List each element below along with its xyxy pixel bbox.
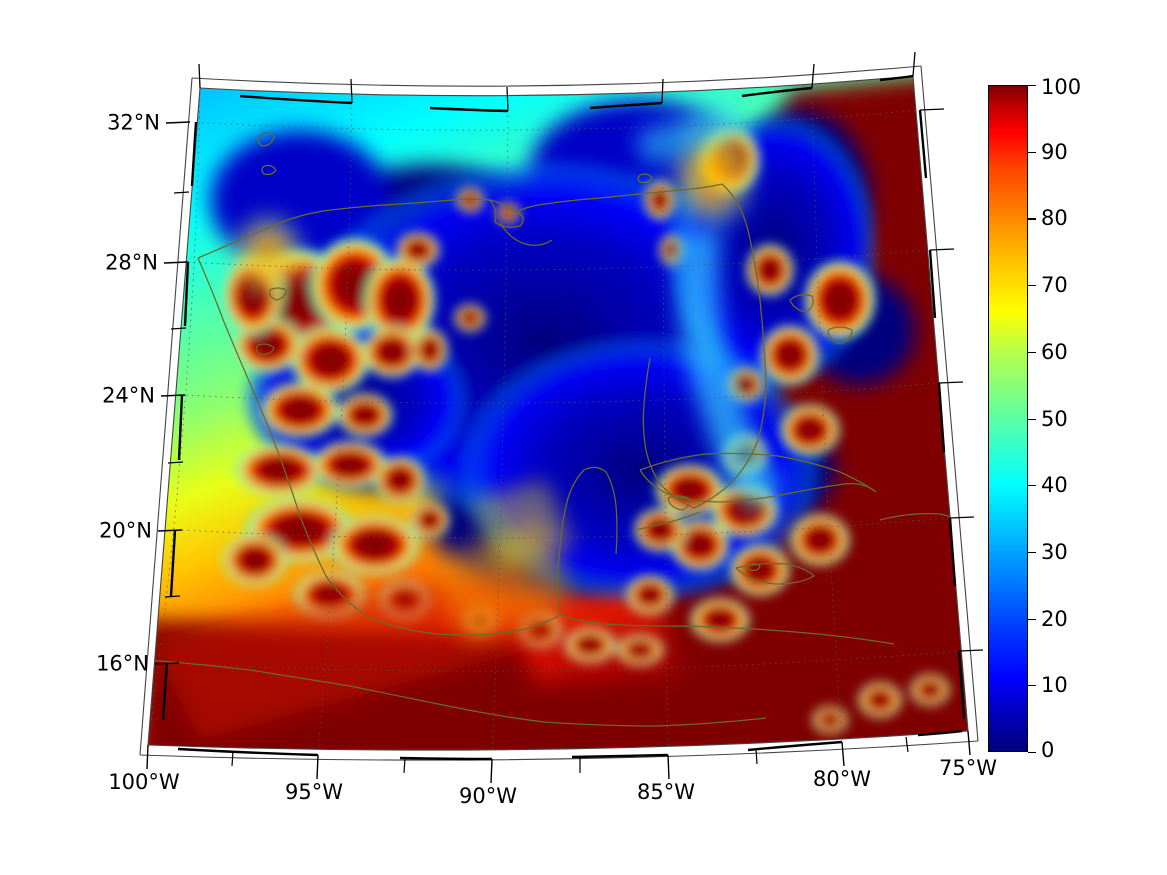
- colorbar-label-10: 10: [1041, 673, 1068, 698]
- lat-tick-label-32N: 32°N: [107, 110, 160, 135]
- colorbar-label-20: 20: [1041, 606, 1068, 631]
- lon-tick-label-75W: 75°W: [939, 756, 997, 780]
- lon-tick-label-85W: 85°W: [637, 780, 695, 804]
- colorbar-label-50: 50: [1041, 406, 1068, 431]
- colorbar-label-60: 60: [1041, 339, 1068, 364]
- colorbar[interactable]: 100 90 80 70 60 50 40 30 20 10 0: [988, 75, 1081, 762]
- colorbar-label-40: 40: [1041, 473, 1068, 498]
- colorbar-tick-70: [1028, 285, 1036, 287]
- lon-tick-label-90W: 90°W: [459, 784, 517, 808]
- colorbar-tick-40: [1028, 485, 1036, 487]
- colorbar-tick-50: [1028, 418, 1036, 420]
- lat-tick-label-24N: 24°N: [102, 383, 155, 408]
- colorbar-tick-0: [1028, 752, 1036, 754]
- data-field: [148, 76, 968, 751]
- coastlines: [148, 132, 968, 727]
- colorbar-gradient: [988, 85, 1028, 752]
- map-border: [139, 51, 984, 784]
- colorbar-tick-90: [1028, 151, 1036, 153]
- colorbar-tick-80: [1028, 218, 1036, 220]
- graticule: [148, 87, 963, 751]
- colorbar-label-70: 70: [1041, 273, 1068, 298]
- lat-tick-label-20N: 20°N: [99, 518, 152, 543]
- colorbar-tick-10: [1028, 685, 1036, 687]
- colorbar-label-80: 80: [1041, 206, 1068, 231]
- colorbar-tick-100: [1028, 85, 1036, 87]
- colorbar-label-90: 90: [1041, 139, 1068, 164]
- lon-tick-label-100W: 100°W: [108, 770, 180, 794]
- colorbar-label-0: 0: [1041, 738, 1055, 762]
- colorbar-label-100: 100: [1041, 75, 1082, 99]
- lat-tick-label-16N: 16°N: [96, 651, 149, 676]
- colorbar-tick-20: [1028, 618, 1036, 620]
- colorbar-tick-30: [1028, 551, 1036, 554]
- colorbar-tick-60: [1028, 351, 1036, 353]
- lon-tick-label-80W: 80°W: [813, 767, 871, 791]
- lat-tick-label-28N: 28°N: [105, 250, 158, 275]
- lon-tick-label-95W: 95°W: [285, 780, 343, 804]
- colorbar-label-30: 30: [1041, 539, 1068, 564]
